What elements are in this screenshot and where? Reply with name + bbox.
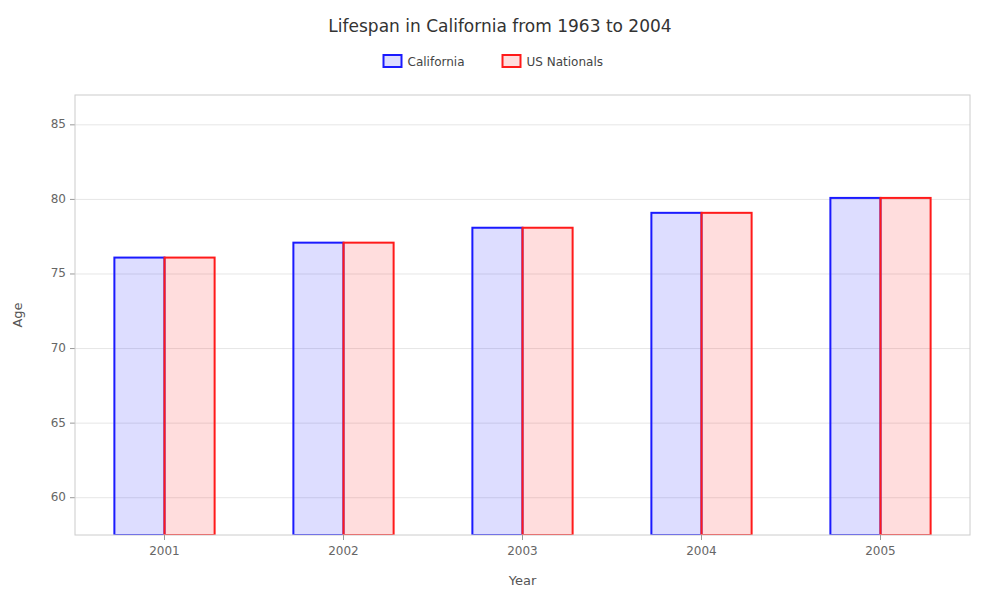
y-tick-label: 75 [51, 266, 66, 280]
bar [702, 213, 752, 535]
y-tick-label: 65 [51, 416, 66, 430]
legend-label: US Nationals [527, 55, 603, 69]
x-tick [522, 535, 523, 540]
x-tick [343, 535, 344, 540]
bars [114, 198, 930, 535]
x-tick [164, 535, 165, 540]
bar [830, 198, 880, 535]
legend-label: California [408, 55, 465, 69]
bar [651, 213, 701, 535]
bar [523, 228, 573, 535]
bar [114, 258, 164, 535]
y-tick-label: 85 [51, 117, 66, 131]
legend-swatch [384, 55, 402, 67]
bar [165, 258, 215, 535]
bar [344, 243, 394, 535]
y-tick [70, 199, 75, 200]
x-tick-label: 2005 [865, 544, 896, 558]
legend-swatch [503, 55, 521, 67]
bar [293, 243, 343, 535]
y-tick-label: 70 [51, 341, 66, 355]
x-tick [880, 535, 881, 540]
x-axis-label: Year [508, 573, 537, 588]
y-tick-label: 60 [51, 490, 66, 504]
plot-frame [75, 95, 970, 535]
title: Lifespan in California from 1963 to 2004 [328, 16, 671, 36]
y-grid-line [75, 124, 970, 125]
x-tick-label: 2004 [686, 544, 717, 558]
y-tick [70, 273, 75, 274]
y-tick [70, 124, 75, 125]
legend: California US Nationals [384, 55, 603, 69]
x-tick [701, 535, 702, 540]
bar [472, 228, 522, 535]
y-axis-label: Age [10, 302, 25, 327]
y-tick [70, 423, 75, 424]
x-tick-label: 2003 [507, 544, 538, 558]
y-tick [70, 497, 75, 498]
bar [881, 198, 931, 535]
y-tick-label: 80 [51, 192, 66, 206]
x-tick-label: 2001 [149, 544, 180, 558]
chart: 60 65 70 75 80 85 2001 2002 2003 2004 2005 Year Age L… [0, 0, 1000, 600]
x-tick-label: 2002 [328, 544, 359, 558]
y-tick [70, 348, 75, 349]
